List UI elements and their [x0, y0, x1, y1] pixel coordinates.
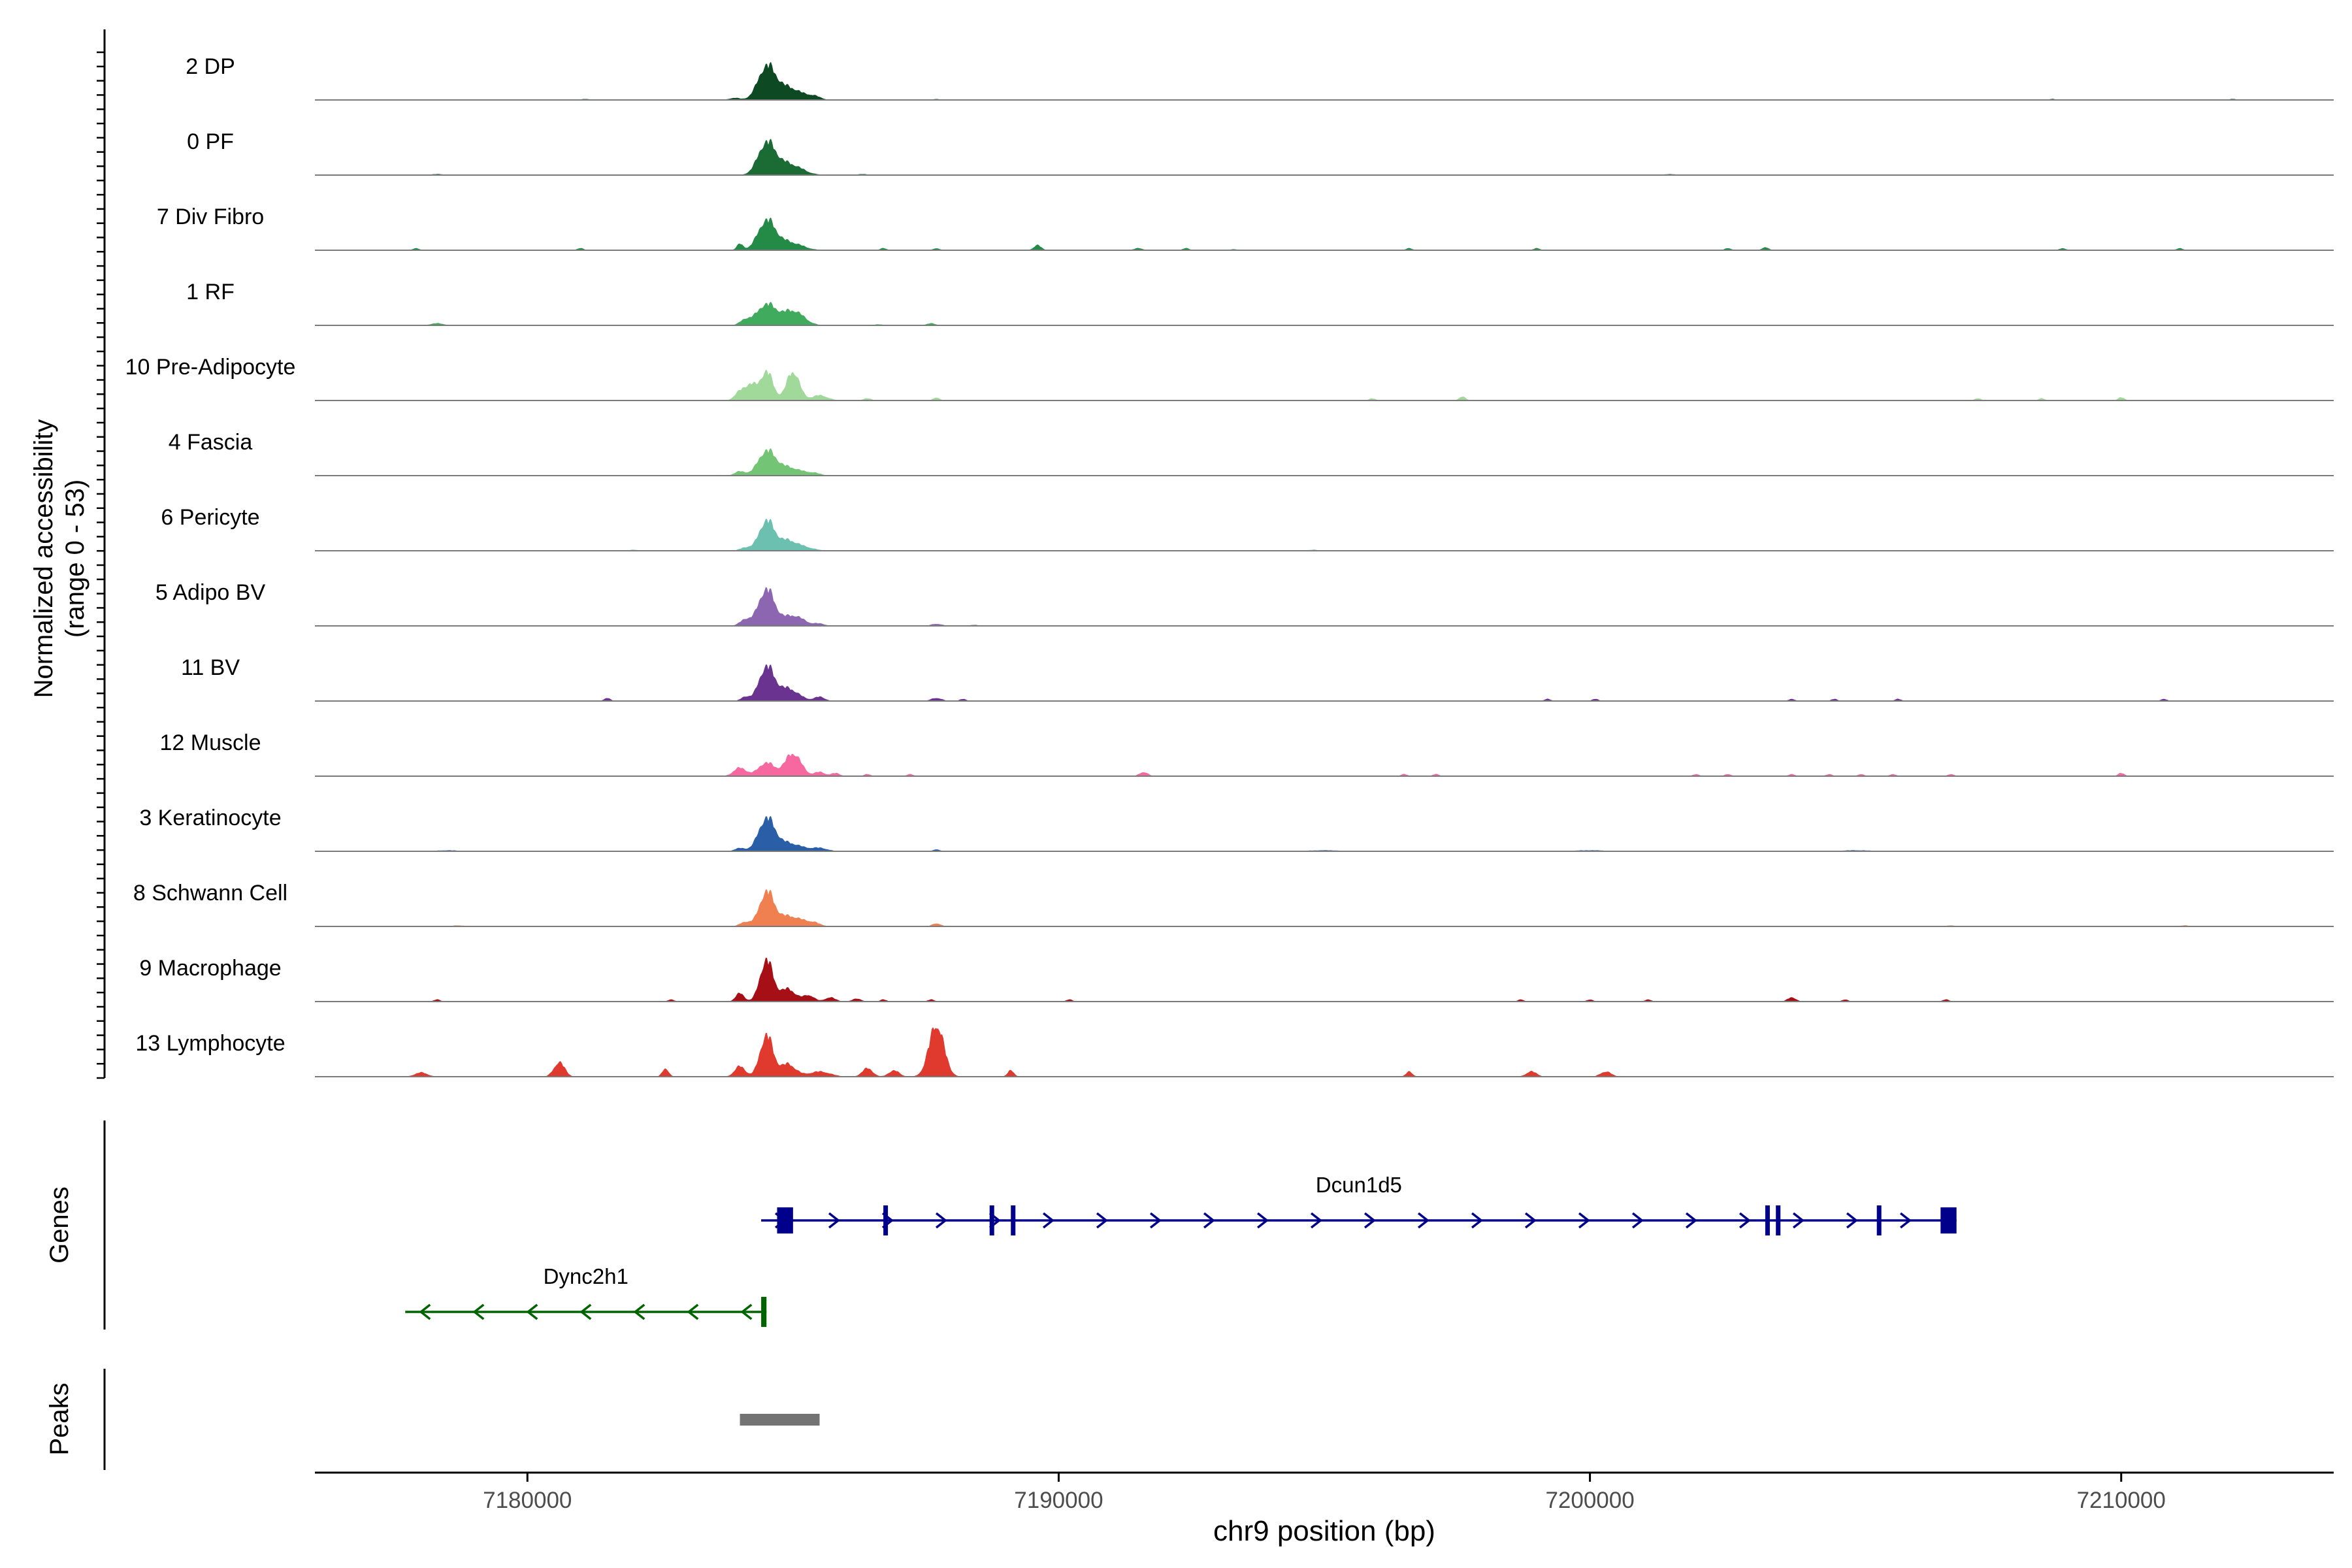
- x-axis-ticks: 7180000 7190000 7200000 7210000: [483, 1473, 2166, 1513]
- y-axis-range-label: (range 0 - 53): [61, 480, 90, 638]
- strand-arrow: [1417, 1212, 1429, 1229]
- y-axis-label: Normalized accessibility: [29, 419, 58, 698]
- coverage-tracks: 2 DP 0 PF 7 Div Fibro 1 RF 10 Pre-Adipocyte 4…: [125, 54, 2334, 1077]
- strand-arrow: [1899, 1212, 1912, 1229]
- strand-arrow: [828, 1212, 840, 1229]
- exon: [1876, 1205, 1882, 1235]
- track-2: 7 Div Fibro: [157, 204, 2334, 251]
- y-axis-ticks: [97, 51, 105, 1079]
- strand-arrow: [1364, 1212, 1376, 1229]
- gene-label: Dync2h1: [544, 1264, 629, 1288]
- strand-arrow: [935, 1212, 947, 1229]
- exon: [1011, 1205, 1016, 1235]
- track-label: 8 Schwann Cell: [133, 881, 287, 906]
- track-label: 12 Muscle: [160, 730, 261, 755]
- track-13: 13 Lymphocyte: [135, 1027, 2334, 1077]
- exon: [883, 1205, 889, 1235]
- track-6: 6 Pericyte: [161, 505, 2334, 551]
- track-label: 11 BV: [181, 655, 240, 680]
- track-11: 8 Schwann Cell: [133, 881, 2334, 927]
- strand-arrow: [1471, 1212, 1483, 1229]
- strand-arrow: [1096, 1212, 1108, 1229]
- exon: [761, 1297, 767, 1327]
- strand-arrow: [1149, 1212, 1162, 1229]
- track-label: 9 Macrophage: [139, 956, 281, 981]
- peaks-track: Peaks: [45, 1369, 820, 1470]
- track-3: 1 RF: [186, 280, 2334, 326]
- x-axis: 7180000 7190000 7200000 7210000 chr9 positi…: [315, 1471, 2334, 1547]
- strand-arrow: [1685, 1212, 1697, 1229]
- strand-arrow: [1524, 1212, 1537, 1229]
- track-label: 3 Keratinocyte: [139, 806, 281, 830]
- strand-arrow: [1578, 1212, 1590, 1229]
- genes-section-label: Genes: [45, 1186, 74, 1264]
- track-label: 2 DP: [186, 54, 235, 79]
- gene-dync2h1: Dync2h1: [405, 1264, 767, 1327]
- track-12: 9 Macrophage: [139, 956, 2334, 1002]
- track-label: 6 Pericyte: [161, 505, 259, 530]
- x-tick-label: 7200000: [1545, 1488, 1634, 1513]
- strand-arrow: [740, 1303, 753, 1320]
- strand-arrow: [1631, 1212, 1644, 1229]
- track-label: 7 Div Fibro: [157, 204, 264, 229]
- x-tick-label: 7180000: [483, 1488, 572, 1513]
- track-4: 10 Pre-Adipocyte: [125, 355, 2334, 401]
- x-axis-label: chr9 position (bp): [1213, 1515, 1435, 1547]
- track-label: 5 Adipo BV: [155, 580, 266, 605]
- genes-track: Genes Dcun1d5 Dync2h1: [45, 1120, 1957, 1330]
- track-label: 13 Lymphocyte: [135, 1031, 285, 1056]
- peak-region: [740, 1414, 820, 1426]
- track-9: 12 Muscle: [160, 730, 2334, 777]
- exon: [989, 1205, 994, 1235]
- track-0: 2 DP: [186, 54, 2334, 101]
- strand-arrow: [580, 1303, 592, 1320]
- track-10: 3 Keratinocyte: [139, 806, 2334, 852]
- gene-label: Dcun1d5: [1316, 1173, 1402, 1197]
- track-label: 10 Pre-Adipocyte: [125, 355, 296, 380]
- exon: [1776, 1205, 1781, 1235]
- x-tick-label: 7210000: [2077, 1488, 2166, 1513]
- strand-arrow: [633, 1303, 645, 1320]
- strand-arrow: [687, 1303, 699, 1320]
- strand-arrow: [419, 1303, 431, 1320]
- peaks-section-label: Peaks: [45, 1382, 74, 1455]
- strand-arrow: [526, 1303, 538, 1320]
- strand-arrow: [1256, 1212, 1269, 1229]
- exon: [777, 1207, 793, 1233]
- strand-arrow: [1203, 1212, 1215, 1229]
- strand-arrow: [1792, 1212, 1805, 1229]
- track-8: 11 BV: [181, 655, 2334, 702]
- strand-arrow: [1310, 1212, 1322, 1229]
- y-axis: Normalized accessibility (range 0 - 53): [29, 29, 106, 1079]
- track-1: 0 PF: [187, 129, 2334, 176]
- track-label: 1 RF: [186, 280, 235, 304]
- strand-arrow: [1042, 1212, 1054, 1229]
- track-label: 0 PF: [187, 129, 234, 154]
- strand-arrow: [472, 1303, 485, 1320]
- exon: [1940, 1207, 1957, 1233]
- exon: [1765, 1205, 1770, 1235]
- strand-arrow: [1846, 1212, 1858, 1229]
- strand-arrow: [1739, 1212, 1751, 1229]
- track-7: 5 Adipo BV: [155, 580, 2334, 627]
- gene-dcun1d5: Dcun1d5: [761, 1173, 1957, 1235]
- track-label: 4 Fascia: [169, 430, 253, 455]
- track-5: 4 Fascia: [169, 430, 2334, 476]
- x-tick-label: 7190000: [1014, 1488, 1103, 1513]
